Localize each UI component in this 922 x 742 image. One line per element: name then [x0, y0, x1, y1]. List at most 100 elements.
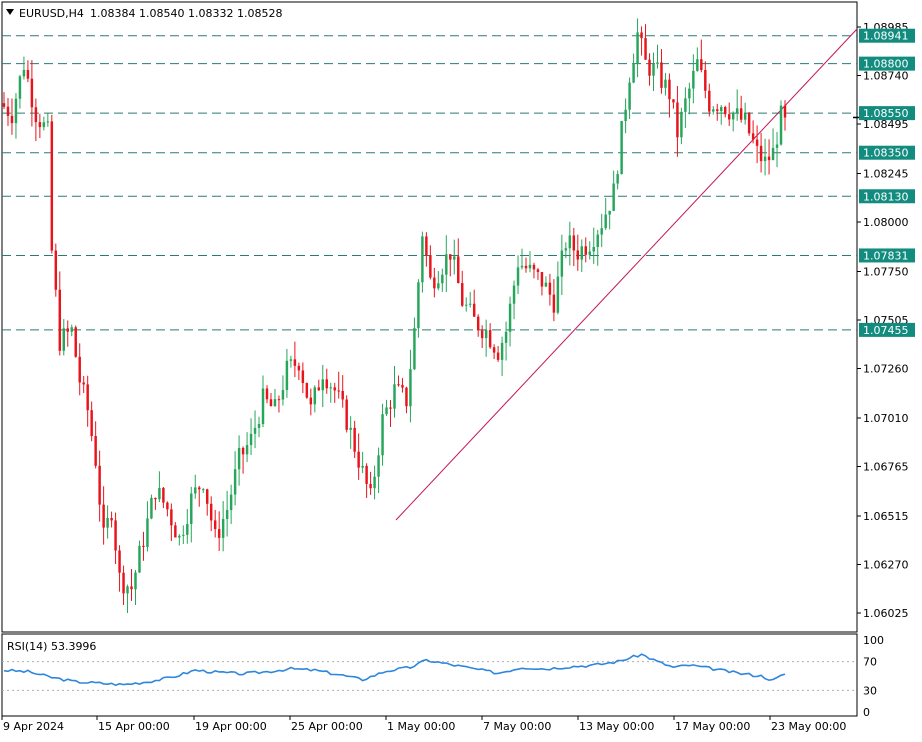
- candle-body: [464, 304, 468, 306]
- candle-body: [245, 445, 249, 455]
- candle-body: [751, 133, 755, 140]
- candle-body: [150, 497, 153, 519]
- candle-body: [747, 113, 751, 134]
- candle-body: [269, 399, 273, 407]
- candle-body: [580, 246, 584, 260]
- x-tick-label: 15 Apr 00:00: [98, 720, 170, 733]
- candle-body: [309, 397, 313, 405]
- candle-body: [688, 88, 691, 99]
- rsi-tick-label: 30: [863, 684, 877, 697]
- candle-body: [548, 282, 552, 295]
- candle-body: [445, 254, 448, 275]
- candle-body: [389, 407, 392, 409]
- candle-body: [724, 107, 727, 115]
- candle-body: [361, 465, 364, 468]
- candle-body: [130, 586, 133, 590]
- y-tick-label: 1.08495: [863, 118, 909, 131]
- candle-body: [253, 427, 257, 434]
- candle-body: [596, 234, 599, 247]
- candle-body: [293, 359, 297, 366]
- candle-body: [739, 108, 743, 120]
- candle-body: [755, 139, 759, 146]
- candle-body: [329, 387, 332, 389]
- candle-body: [277, 399, 281, 401]
- x-tick-label: 7 May 00:00: [483, 720, 551, 733]
- candle-body: [162, 488, 165, 503]
- candle-body: [536, 269, 540, 272]
- level-price-text: 1.08130: [863, 190, 909, 203]
- x-tick-label: 17 May 00:00: [675, 720, 750, 733]
- candle-body: [257, 424, 261, 428]
- candle-body: [297, 365, 301, 371]
- level-price-text: 1.08350: [863, 147, 909, 160]
- level-price-text: 1.08941: [863, 30, 909, 43]
- candle-body: [771, 147, 775, 161]
- time-axis: 9 Apr 2024 15 Apr 00:00 19 Apr 00:00 25 Apr…: [1, 716, 846, 733]
- candle-body: [496, 352, 500, 360]
- candle-body: [716, 109, 719, 112]
- candle-body: [731, 112, 735, 120]
- candle-body: [50, 121, 54, 251]
- symbol-label[interactable]: EURUSD,H4: [19, 7, 84, 20]
- x-tick-label: 19 Apr 00:00: [195, 720, 267, 733]
- candle-body: [66, 328, 69, 332]
- candle-body: [759, 145, 763, 162]
- rsi-panel: [1, 633, 858, 717]
- candle-body: [54, 250, 58, 290]
- candle-body: [281, 390, 285, 400]
- candle-body: [337, 390, 340, 392]
- candle-body: [668, 79, 671, 100]
- candle-body: [516, 267, 520, 286]
- candle-body: [588, 251, 591, 255]
- candle-body: [142, 545, 145, 547]
- candle-body: [110, 518, 113, 521]
- candle-body: [106, 518, 109, 528]
- candle-body: [664, 79, 667, 88]
- candle-body: [783, 105, 787, 118]
- y-tick-label: 1.06270: [863, 558, 909, 571]
- candle-body: [2, 103, 6, 107]
- candle-body: [500, 342, 504, 360]
- candle-body: [190, 493, 193, 525]
- candle-body: [154, 497, 157, 500]
- candle-body: [114, 520, 117, 551]
- candle-body: [118, 550, 121, 573]
- candle-body: [640, 32, 643, 39]
- y-tick-label: 1.07260: [863, 363, 909, 376]
- candle-body: [600, 228, 603, 235]
- candle-body: [620, 121, 623, 175]
- candle-body: [221, 518, 225, 538]
- candle-body: [285, 360, 289, 391]
- candle-body: [660, 62, 663, 88]
- candle-body: [349, 427, 352, 430]
- candle-body: [564, 248, 568, 251]
- candle-body: [341, 390, 344, 400]
- candle-body: [30, 78, 34, 108]
- level-price-text: 1.08800: [863, 58, 909, 71]
- candle-body: [461, 283, 464, 306]
- candle-body: [373, 476, 376, 489]
- candle-body: [289, 359, 293, 361]
- candle-body: [74, 327, 77, 357]
- candle-body: [568, 235, 572, 249]
- candle-body: [146, 518, 149, 547]
- price-panel: [1, 1, 858, 633]
- candle-body: [488, 330, 492, 348]
- candle-body: [237, 447, 241, 470]
- level-price-text: 1.08550: [863, 107, 909, 120]
- dropdown-triangle-icon[interactable]: [6, 9, 14, 15]
- ohlc-label: 1.08384 1.08540 1.08332 1.08528: [90, 7, 282, 20]
- candle-body: [743, 113, 747, 120]
- x-tick-label: 25 Apr 00:00: [291, 720, 363, 733]
- candle-body: [405, 387, 408, 407]
- candle-body: [532, 264, 536, 270]
- candle-body: [126, 586, 129, 594]
- candle-body: [704, 69, 707, 91]
- candle-body: [556, 276, 560, 313]
- candle-body: [484, 330, 488, 339]
- candle-body: [213, 520, 217, 530]
- candle-body: [425, 236, 428, 255]
- y-tick-label: 1.08245: [863, 168, 909, 181]
